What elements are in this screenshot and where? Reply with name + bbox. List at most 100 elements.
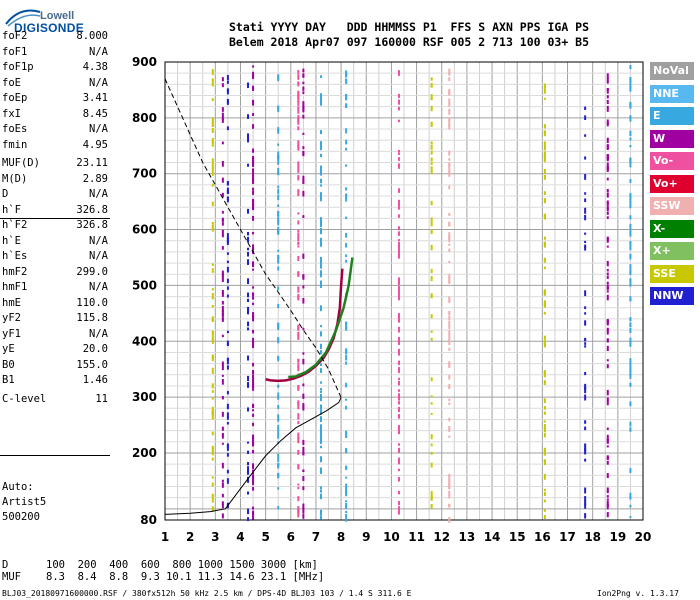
echo-dot	[247, 292, 250, 297]
echo-dot	[584, 134, 587, 137]
echo-dot	[606, 345, 609, 352]
echo-dot	[211, 158, 214, 164]
echo-dot	[584, 207, 587, 214]
echo-dot	[629, 204, 632, 209]
echo-dot	[319, 467, 322, 473]
legend-item: NNE	[650, 84, 694, 103]
echo-dot	[606, 338, 609, 341]
echo-dot	[430, 83, 433, 88]
echo-dot	[297, 107, 300, 114]
y-tick-label: 300	[132, 390, 157, 404]
echo-dot	[397, 188, 400, 192]
echo-dot	[606, 397, 609, 401]
echo-dot	[252, 437, 255, 443]
echo-dot	[319, 331, 322, 337]
legend-item: W	[650, 129, 694, 148]
x-tick-label: 3	[211, 530, 219, 544]
echo-dot	[584, 342, 587, 345]
echo-dot	[543, 335, 546, 340]
x-tick-label: 13	[459, 530, 476, 544]
echo-dot	[543, 291, 546, 296]
echo-dot	[430, 504, 433, 509]
echo-dot	[302, 179, 305, 183]
echo-dot	[448, 108, 451, 112]
echo-dot	[397, 226, 400, 231]
echo-dot	[606, 245, 609, 248]
echo-dot	[297, 507, 300, 514]
echo-dot	[629, 223, 632, 227]
echo-dot	[397, 289, 400, 295]
echo-dot	[606, 319, 609, 326]
echo-dot	[448, 383, 451, 390]
echo-dot	[345, 483, 348, 489]
echo-dot	[448, 167, 451, 172]
echo-dot	[247, 461, 250, 466]
echo-dot	[247, 480, 250, 483]
echo-dot	[629, 341, 632, 347]
param-label: yF2	[2, 312, 21, 324]
echo-dot	[345, 510, 348, 514]
echo-dot	[302, 215, 305, 218]
echo-dot	[221, 426, 224, 431]
echo-dot	[211, 339, 214, 344]
echo-dot	[252, 286, 255, 289]
echo-dot	[606, 327, 609, 331]
echo-dot	[629, 102, 632, 105]
echo-dot	[397, 401, 400, 405]
echo-dot	[319, 271, 322, 276]
echo-dot	[606, 192, 609, 198]
echo-dot	[226, 75, 229, 81]
echo-dot	[277, 185, 280, 189]
echo-dot	[226, 330, 229, 334]
echo-dot	[302, 132, 305, 135]
echo-dot	[211, 356, 214, 360]
echo-dot	[345, 327, 348, 331]
echo-dot	[211, 119, 214, 124]
param-row: hmF1 N/A	[2, 281, 108, 293]
echo-dot	[297, 334, 300, 340]
echo-dot	[247, 298, 250, 302]
echo-dot	[397, 367, 400, 374]
echo-dot	[584, 290, 587, 297]
param-row: hmF2 299.0	[2, 266, 108, 278]
echo-dot	[252, 413, 255, 417]
echo-dot	[302, 150, 305, 156]
echo-dot	[252, 87, 255, 91]
param-label: h`F2	[2, 219, 28, 231]
echo-dot	[606, 144, 609, 149]
echo-dot	[221, 334, 224, 338]
param-label: foE	[2, 76, 21, 89]
echo-dot	[302, 190, 305, 197]
param-label: foF1	[2, 45, 28, 58]
echo-dot	[252, 441, 255, 445]
echo-dot	[252, 99, 255, 106]
legend-item: Vo-	[650, 152, 694, 170]
param-row: MUF(D) 23.11	[2, 157, 108, 169]
echo-dot	[297, 294, 300, 301]
echo-dot	[629, 424, 632, 427]
echo-dot	[221, 289, 224, 294]
echo-dot	[226, 453, 229, 457]
param-row: yF2 115.8	[2, 312, 108, 324]
y-tick-label: 800	[132, 111, 157, 125]
echo-dot	[345, 147, 348, 151]
echo-dot	[584, 320, 587, 325]
echo-dot	[226, 340, 229, 346]
echo-dot	[297, 161, 300, 166]
param-value: 8.45	[82, 107, 108, 120]
echo-dot	[247, 468, 250, 473]
echo-dot	[277, 226, 280, 232]
echo-dot	[252, 409, 255, 412]
echo-dot	[345, 503, 348, 506]
echo-dot	[247, 466, 250, 470]
echo-dot	[211, 288, 214, 291]
echo-dot	[211, 507, 214, 512]
echo-dot	[221, 229, 224, 236]
echo-dot	[397, 476, 400, 482]
echo-dot	[277, 487, 280, 490]
param-row: foEs N/A	[2, 123, 108, 135]
echo-dot	[211, 500, 214, 503]
echo-dot	[584, 232, 587, 235]
echo-dot	[277, 433, 280, 439]
echo-dot	[247, 278, 250, 285]
